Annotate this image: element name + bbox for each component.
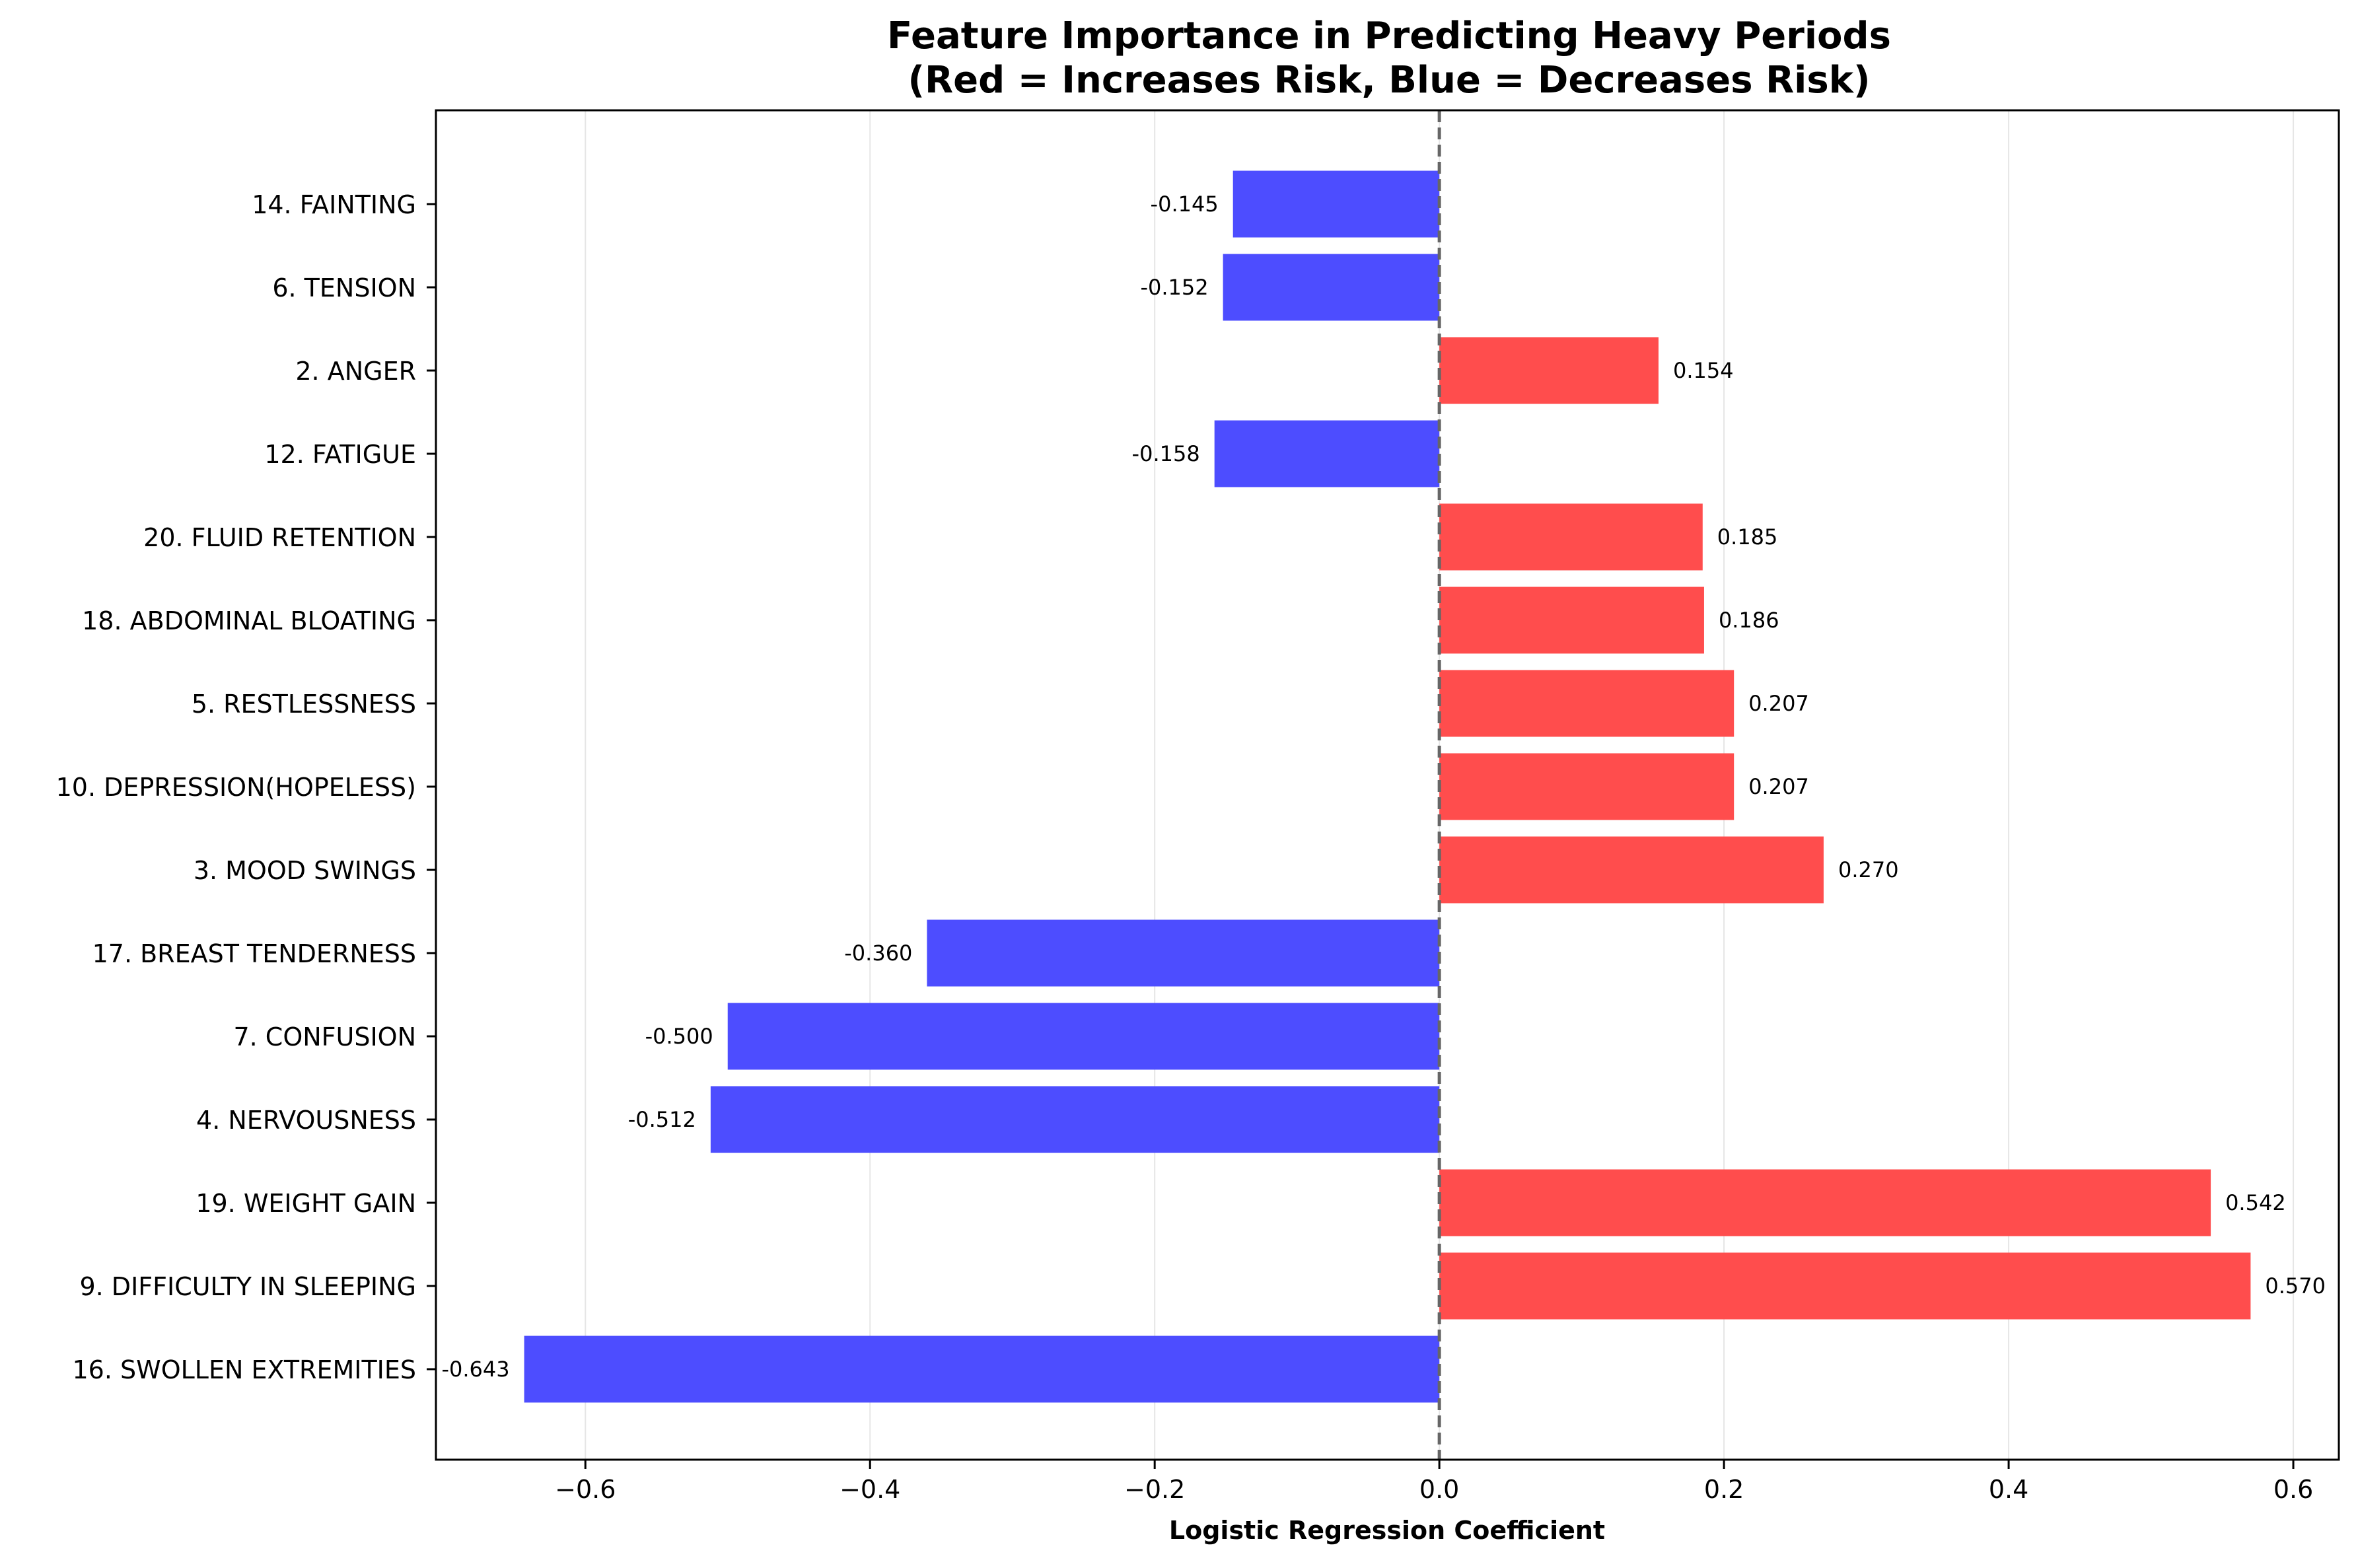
bar bbox=[727, 1003, 1440, 1070]
y-tick-label: 7. CONFUSION bbox=[233, 1022, 416, 1051]
data-label: -0.360 bbox=[844, 941, 912, 966]
x-tick-label: 0.4 bbox=[1989, 1475, 2028, 1504]
bar bbox=[1439, 1252, 2251, 1320]
y-tick-label: 3. MOOD SWINGS bbox=[194, 856, 416, 885]
y-tick-label: 16. SWOLLEN EXTREMITIES bbox=[72, 1355, 416, 1384]
bar bbox=[927, 919, 1440, 987]
bar bbox=[1214, 420, 1440, 487]
x-axis-label: Logistic Regression Coefficient bbox=[1169, 1516, 1605, 1545]
data-label: 0.185 bbox=[1717, 524, 1778, 550]
bar bbox=[1439, 337, 1659, 404]
x-tick-label: −0.4 bbox=[840, 1475, 900, 1504]
bar bbox=[710, 1086, 1440, 1153]
y-axis: 14. FAINTING 6. TENSION 2. ANGER 12. FATIGU… bbox=[56, 190, 436, 1384]
data-label: -0.145 bbox=[1151, 192, 1219, 217]
y-tick-label: 2. ANGER bbox=[295, 357, 416, 386]
x-tick-label: −0.2 bbox=[1124, 1475, 1185, 1504]
bar bbox=[524, 1336, 1440, 1403]
bar bbox=[1439, 1169, 2211, 1236]
x-tick-label: 0.0 bbox=[1419, 1475, 1459, 1504]
bars bbox=[524, 170, 2251, 1403]
y-tick-label: 6. TENSION bbox=[272, 273, 416, 303]
y-tick-label: 19. WEIGHT GAIN bbox=[196, 1189, 416, 1218]
x-tick-label: −0.6 bbox=[555, 1475, 616, 1504]
data-label: -0.643 bbox=[441, 1357, 509, 1382]
y-tick-label: 9. DIFFICULTY IN SLEEPING bbox=[79, 1272, 416, 1301]
y-tick-label: 12. FATIGUE bbox=[264, 440, 416, 469]
chart-title: Feature Importance in Predicting Heavy P… bbox=[887, 15, 1891, 57]
data-label: -0.500 bbox=[645, 1024, 713, 1049]
data-label: 0.186 bbox=[1719, 608, 1779, 633]
y-tick-label: 18. ABDOMINAL BLOATING bbox=[82, 606, 416, 635]
x-tick-label: 0.6 bbox=[2273, 1475, 2313, 1504]
data-label: 0.154 bbox=[1673, 358, 1734, 383]
plot-frame bbox=[435, 109, 2340, 1461]
data-label: -0.152 bbox=[1140, 275, 1208, 300]
y-tick-label: 10. DEPRESSION(HOPELESS) bbox=[56, 773, 416, 802]
data-label: 0.542 bbox=[2225, 1190, 2286, 1215]
bar bbox=[1223, 254, 1440, 321]
bar bbox=[1439, 503, 1703, 571]
bar bbox=[1439, 670, 1734, 737]
data-label: -0.512 bbox=[628, 1107, 696, 1132]
y-tick-label: 4. NERVOUSNESS bbox=[196, 1106, 416, 1135]
y-tick-label: 14. FAINTING bbox=[252, 190, 416, 219]
data-label: 0.207 bbox=[1748, 774, 1809, 799]
x-axis: −0.6 −0.4 −0.2 0.0 0.2 0.4 0.6 bbox=[555, 1460, 2313, 1504]
bar bbox=[1439, 587, 1704, 654]
data-label: 0.270 bbox=[1838, 857, 1899, 882]
chart-subtitle: (Red = Increases Risk, Blue = Decreases … bbox=[908, 59, 1870, 102]
data-label: 0.207 bbox=[1748, 691, 1809, 716]
bar bbox=[1439, 753, 1734, 820]
value-labels: -0.145 -0.152 0.154 -0.158 0.185 0.186 0.207 0.… bbox=[441, 192, 2326, 1382]
data-label: -0.158 bbox=[1132, 441, 1200, 466]
x-tick-label: 0.2 bbox=[1704, 1475, 1744, 1504]
bar bbox=[1439, 836, 1824, 904]
bar bbox=[1233, 170, 1440, 238]
y-tick-label: 20. FLUID RETENTION bbox=[143, 523, 416, 552]
y-tick-label: 5. RESTLESSNESS bbox=[192, 690, 416, 719]
y-tick-label: 17. BREAST TENDERNESS bbox=[92, 939, 416, 968]
data-label: 0.570 bbox=[2265, 1273, 2326, 1299]
